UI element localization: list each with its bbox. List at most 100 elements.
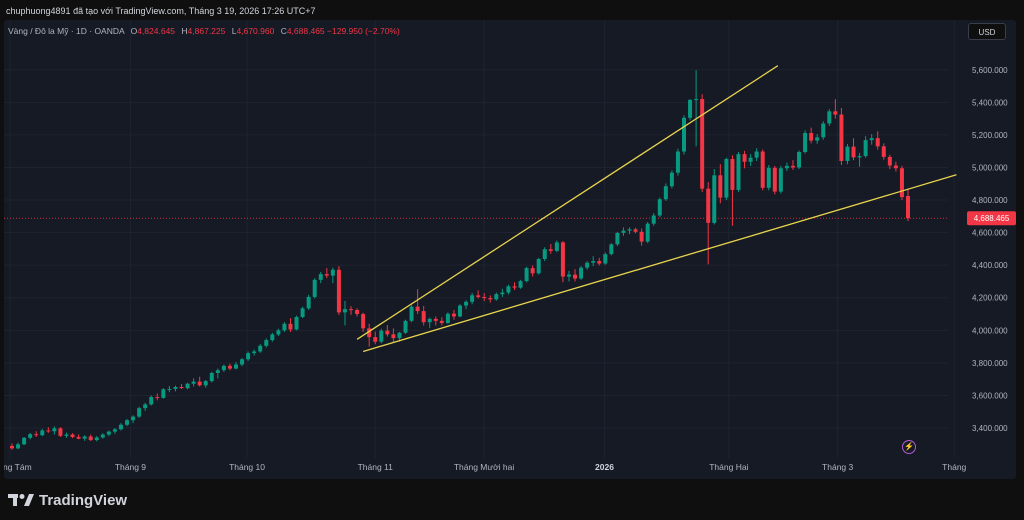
candle-body [615, 232, 620, 245]
candle-body [784, 165, 789, 169]
low-label: L [231, 26, 237, 36]
candle-body [131, 416, 136, 421]
candle-body [639, 231, 644, 242]
candle-body [839, 114, 844, 161]
candle-body [367, 328, 372, 338]
candle-body [52, 428, 57, 432]
candle-body [221, 365, 226, 371]
candle-body [373, 337, 378, 342]
candle-body [669, 172, 674, 187]
candle-body [324, 274, 329, 276]
candle-body [318, 274, 323, 280]
candle-body [815, 137, 820, 141]
candle-body [264, 340, 269, 346]
candle-body [240, 359, 245, 365]
brand-name: TradingView [39, 491, 128, 509]
x-tick-label: Tháng Tám [4, 462, 32, 472]
candle-body [506, 286, 511, 293]
candle-body [336, 269, 341, 313]
candle-body [881, 146, 886, 157]
candle-body [512, 286, 517, 288]
candle-body [118, 424, 123, 430]
candle-body [579, 267, 584, 279]
close-label: C [280, 26, 287, 36]
candle-body [621, 230, 626, 233]
candle-body [754, 151, 759, 158]
candle-body [700, 99, 705, 189]
candle-body [766, 167, 771, 188]
candle-body [857, 156, 862, 158]
candle-body [458, 305, 462, 317]
x-tick-label: Tháng [942, 462, 966, 472]
candle-body [464, 301, 469, 306]
candle-body [227, 365, 232, 369]
candle-body [470, 295, 475, 302]
candle-body [197, 381, 202, 386]
candle-body [100, 434, 105, 438]
candle-body [536, 258, 541, 274]
candle-body [887, 156, 892, 166]
candle-body [64, 434, 69, 436]
candle-body [349, 309, 354, 311]
open-label: O [130, 26, 138, 36]
candle-body [554, 242, 559, 251]
candlestick-chart[interactable]: 3,400.000 3,600.000 3,800.000 4,000.000 4,20… [4, 20, 1016, 479]
symbol-name[interactable]: Vàng / Đô la Mỹ · 1D · OANDA [8, 26, 125, 36]
candle-body [70, 434, 75, 437]
high-label: H [181, 26, 188, 36]
candle-body [294, 316, 299, 330]
candle-body [355, 309, 360, 315]
candle-body [530, 268, 535, 274]
candle-body [730, 159, 735, 190]
candle-body [330, 269, 335, 276]
chart-panel[interactable]: 3,400.000 3,600.000 3,800.000 4,000.000 4,20… [4, 20, 1016, 479]
candle-body [851, 146, 856, 158]
y-tick-label: 4,800.000 [972, 196, 1008, 205]
y-tick-label: 3,800.000 [972, 359, 1008, 368]
candle-body [433, 318, 438, 321]
candle-body [760, 151, 765, 188]
candle-body [270, 334, 275, 341]
candle-body [445, 313, 450, 323]
candle-body [573, 274, 578, 279]
candle-body [379, 330, 384, 342]
x-tick-label: Tháng 11 [358, 462, 394, 472]
candle-body [191, 381, 196, 384]
footer-brand: TradingView [8, 489, 127, 511]
candle-body [778, 168, 783, 192]
candle-body [112, 429, 117, 432]
y-tick-label: 5,400.000 [972, 98, 1008, 107]
candle-body [500, 292, 505, 295]
candle-body [821, 123, 826, 138]
candle-body [482, 296, 487, 299]
candle-body [288, 323, 293, 330]
y-tick-label: 5,000.000 [972, 163, 1008, 172]
y-tick-label: 4,400.000 [972, 261, 1008, 270]
chart-attribution: chuphuong4891 đã tạo với TradingView.com… [6, 6, 316, 16]
tradingview-logo-icon [8, 494, 34, 506]
y-tick-label: 4,000.000 [972, 326, 1008, 335]
candle-body [185, 383, 190, 389]
candle-body [718, 175, 723, 198]
candle-body [137, 408, 142, 417]
candle-body [591, 261, 596, 263]
lightning-icon[interactable]: ⚡ [902, 440, 916, 454]
candle-body [173, 386, 178, 389]
candle-body [663, 186, 668, 200]
candle-body [300, 308, 305, 317]
y-tick-label: 4,200.000 [972, 294, 1008, 303]
candle-body [803, 132, 808, 153]
candle-body [143, 404, 148, 409]
candle-body [627, 229, 632, 231]
candle-body [675, 151, 680, 173]
candle-body [645, 223, 650, 242]
currency-button[interactable]: USD [968, 23, 1006, 40]
candle-body [863, 140, 868, 157]
candle-body [736, 154, 741, 190]
candle-body [548, 249, 553, 251]
candle-body [451, 313, 456, 317]
candle-body [724, 159, 729, 198]
candle-body [899, 168, 904, 198]
x-tick-label: Tháng Mười hai [454, 462, 515, 472]
close-value: 4,688.465 [286, 26, 325, 36]
